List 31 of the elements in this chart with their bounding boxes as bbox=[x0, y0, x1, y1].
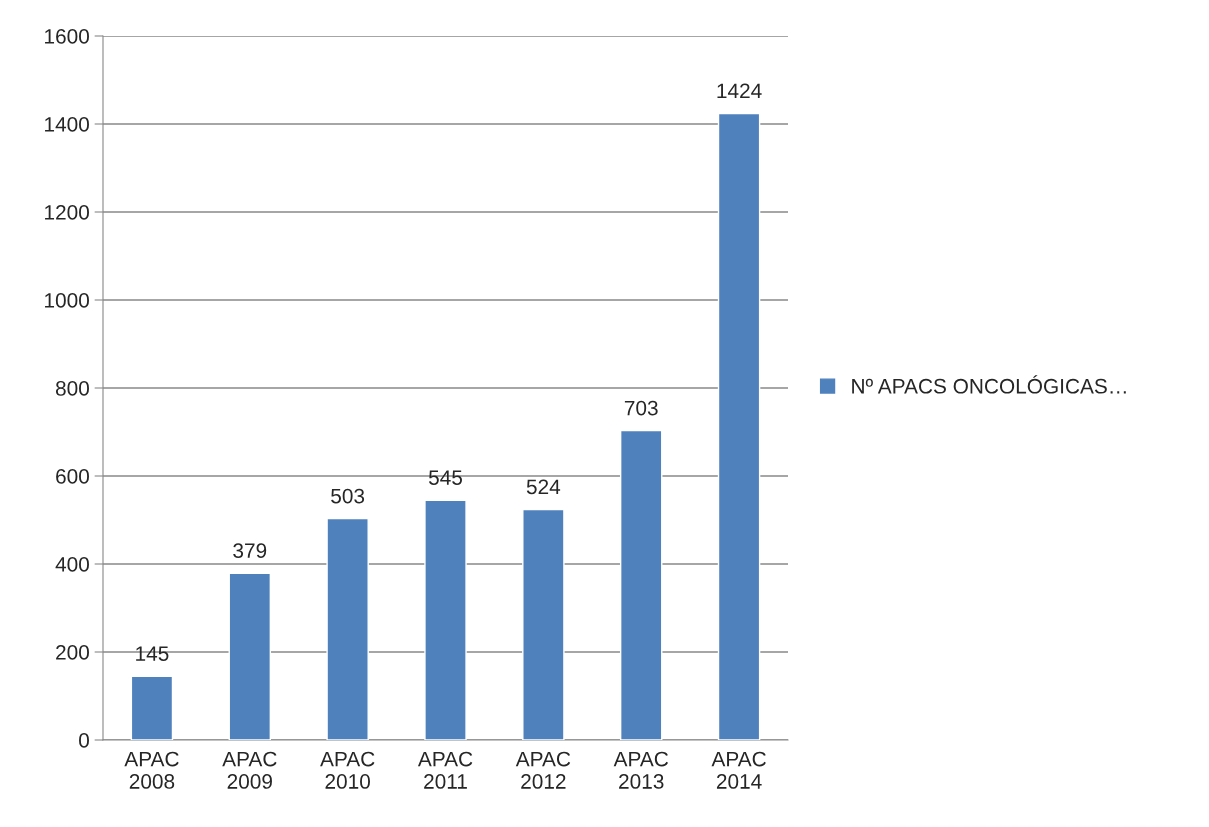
bar bbox=[228, 572, 272, 740]
y-tick-label: 800 bbox=[55, 381, 89, 396]
data-label: 524 bbox=[526, 479, 561, 495]
y-tick-label: 600 bbox=[56, 469, 89, 484]
bar bbox=[130, 675, 174, 740]
data-label: 145 bbox=[136, 646, 169, 661]
data-label: 503 bbox=[331, 488, 365, 504]
x-tick-label: APAC 2014 bbox=[711, 751, 766, 789]
y-tick-label: 200 bbox=[56, 645, 89, 660]
y-tick-label: 1000 bbox=[45, 293, 89, 308]
bar bbox=[717, 112, 761, 740]
bar bbox=[424, 499, 467, 740]
y-tick-label: 0 bbox=[79, 733, 89, 748]
data-label: 379 bbox=[233, 543, 267, 559]
bar bbox=[522, 508, 565, 740]
data-label: 545 bbox=[428, 470, 463, 485]
x-tick-label: APAC 2009 bbox=[222, 751, 277, 789]
x-tick-label: APAC 2012 bbox=[515, 751, 571, 789]
data-label: 703 bbox=[624, 400, 658, 416]
y-tick-label: 1200 bbox=[45, 205, 89, 220]
legend-label: Nº APACS ONCOLÓGICAS… bbox=[852, 375, 1126, 394]
bar bbox=[619, 429, 663, 740]
x-tick-label: APAC 2010 bbox=[320, 751, 375, 789]
x-tick-label: APAC 2013 bbox=[613, 751, 669, 789]
y-tick-label: 1600 bbox=[45, 29, 89, 44]
y-tick-label: 1400 bbox=[45, 117, 89, 132]
y-tick-label: 400 bbox=[55, 557, 89, 572]
bar bbox=[326, 517, 369, 740]
data-label: 1424 bbox=[717, 83, 762, 99]
x-tick-label: APAC 2008 bbox=[124, 751, 179, 789]
x-tick-label: APAC 2011 bbox=[417, 751, 473, 789]
